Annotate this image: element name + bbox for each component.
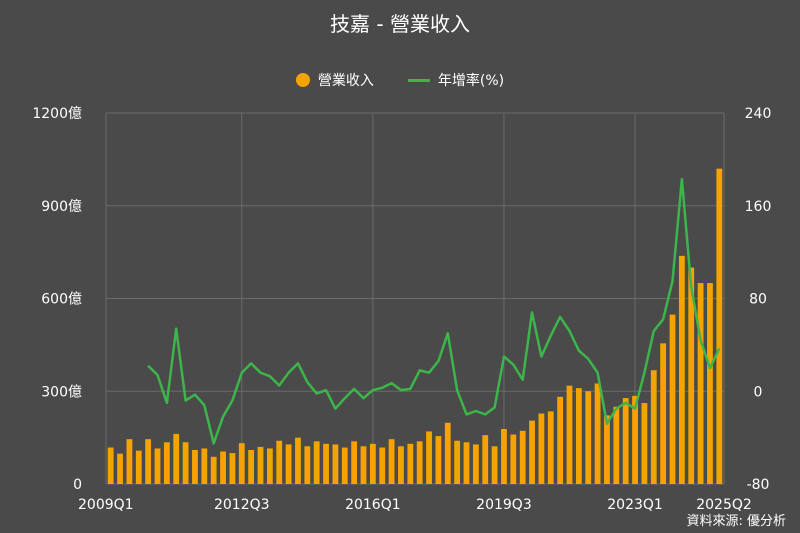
revenue-bar [238, 443, 245, 484]
revenue-bar [107, 447, 114, 484]
revenue-bar [463, 442, 470, 484]
y-right-tick-label: 160 [745, 199, 772, 215]
revenue-bar [529, 420, 535, 484]
revenue-bar [257, 446, 264, 484]
revenue-bar [650, 370, 657, 484]
revenue-bar [407, 443, 414, 484]
revenue-bar [201, 448, 208, 484]
revenue-bar [145, 439, 152, 484]
revenue-bar [398, 446, 404, 484]
revenue-bar [154, 448, 161, 484]
revenue-bar [117, 453, 123, 484]
revenue-bar [613, 406, 620, 484]
revenue-bar [641, 402, 648, 484]
revenue-bar [426, 431, 432, 484]
x-tick-label: 2025Q2 [696, 497, 752, 513]
revenue-bar [313, 441, 320, 484]
revenue-bar [454, 440, 461, 484]
x-tick-label: 2016Q1 [345, 497, 401, 513]
revenue-bar [416, 441, 423, 484]
revenue-bar [341, 447, 348, 484]
revenue-bar [697, 283, 704, 484]
legend-item-revenue[interactable]: 營業收入 [295, 70, 374, 90]
y-right-tick-label: 240 [745, 106, 772, 122]
legend-swatch-revenue [295, 73, 310, 87]
revenue-bar [688, 267, 695, 484]
revenue-bar [332, 444, 339, 484]
revenue-bar [379, 447, 386, 484]
legend-item-growth[interactable]: 年增率(%) [407, 70, 505, 90]
legend-swatch-growth [407, 78, 430, 82]
y-right-tick-label: 80 [749, 292, 767, 308]
revenue-bar [510, 434, 517, 484]
x-tick-label: 2012Q3 [214, 497, 270, 513]
revenue-bar [622, 398, 629, 484]
revenue-bar [229, 453, 236, 484]
revenue-bar [491, 446, 498, 484]
revenue-bar [538, 413, 545, 484]
revenue-bar [669, 314, 676, 484]
y-left-tick-label: 900億 [41, 199, 82, 215]
source-note: 資料來源: 優分析 [686, 514, 786, 529]
legend-label-growth: 年增率(%) [437, 73, 505, 89]
revenue-bar [304, 446, 311, 484]
revenue-bar [557, 396, 564, 484]
revenue-bar [173, 433, 180, 484]
revenue-bar [163, 442, 170, 484]
revenue-bar [210, 456, 217, 484]
revenue-bar [585, 391, 592, 484]
y-left-tick-label: 0 [73, 477, 82, 493]
revenue-bar [295, 437, 301, 484]
revenue-bar [351, 441, 358, 484]
x-tick-label: 2023Q1 [607, 497, 663, 513]
revenue-bar [192, 449, 198, 484]
revenue-bar [678, 255, 685, 484]
y-left-tick-label: 1200億 [32, 106, 82, 122]
revenue-bar [276, 440, 283, 484]
revenue-bar [360, 446, 367, 484]
x-tick-label: 2009Q1 [78, 497, 134, 513]
chart-title: 技嘉 - 營業收入 [330, 12, 470, 36]
revenue-bar [632, 395, 638, 484]
revenue-bar [369, 443, 376, 484]
revenue-bar [519, 430, 526, 484]
revenue-bar [182, 442, 189, 484]
revenue-bar [707, 283, 713, 484]
y-right-tick-label: 0 [754, 384, 763, 400]
revenue-bar [501, 428, 507, 484]
revenue-bar [604, 415, 610, 484]
revenue-bar [323, 443, 329, 484]
revenue-bar [285, 444, 292, 484]
revenue-bar [266, 448, 273, 484]
legend: 營業收入 年增率(%) [0, 70, 800, 90]
x-tick-label: 2019Q3 [476, 497, 532, 513]
revenue-bar [435, 436, 442, 484]
growth-line [147, 177, 721, 445]
y-left-tick-label: 600億 [41, 292, 82, 308]
legend-label-revenue: 營業收入 [317, 73, 374, 89]
revenue-bar [716, 168, 723, 484]
revenue-bar [472, 444, 479, 484]
revenue-bar [135, 450, 142, 484]
revenue-bar [660, 343, 667, 484]
revenue-bar [575, 388, 582, 484]
revenue-bar [547, 411, 554, 484]
revenue-bar [482, 435, 489, 484]
revenue-bar [388, 439, 395, 484]
revenue-bar [126, 439, 133, 484]
y-left-tick-label: 300億 [41, 384, 82, 400]
y-right-tick-label: -80 [747, 477, 770, 493]
revenue-bar [566, 385, 573, 484]
revenue-bar [594, 383, 601, 484]
revenue-bar [248, 449, 255, 484]
revenue-bar [444, 422, 451, 484]
revenue-bar [220, 451, 226, 484]
